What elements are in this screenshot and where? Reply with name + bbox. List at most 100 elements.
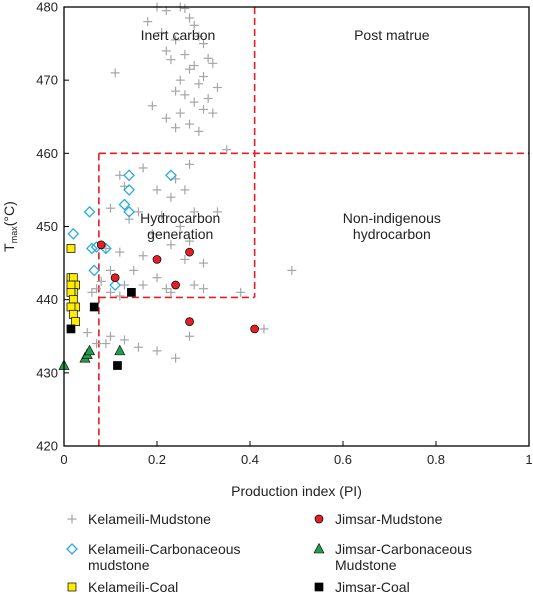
point-kelameili-mudstone — [82, 328, 92, 338]
point-kelameili-carbonaceous-mudstone — [88, 264, 101, 277]
y-axis-label-sub: max — [9, 226, 19, 244]
x-tick-label: 0 — [60, 452, 67, 467]
point-kelameili-mudstone — [115, 291, 125, 301]
y-axis-label-main: T — [1, 243, 17, 252]
axis-ticks: 0 0.2 0.4 0.6 0.8 1 420 430 440 450 460 470 480 — [36, 0, 532, 467]
point-kelameili-mudstone — [101, 339, 111, 349]
point-kelameili-mudstone — [171, 35, 181, 45]
point-kelameili-mudstone — [212, 207, 222, 217]
point-kelameili-mudstone — [106, 287, 115, 297]
x-tick-label: 0.4 — [241, 452, 259, 467]
point-kelameili-mudstone — [92, 339, 102, 349]
point-kelameili-carbonaceous-mudstone — [123, 169, 136, 182]
legend-marker — [67, 514, 77, 524]
point-kelameili-mudstone — [133, 207, 143, 217]
point-jimsar-mudstone — [185, 317, 194, 326]
point-kelameili-mudstone — [208, 108, 218, 118]
point-kelameili-mudstone — [185, 13, 195, 23]
point-kelameili-coal — [71, 317, 80, 326]
legend-item: Jimsar-Coal — [314, 579, 410, 595]
point-kelameili-mudstone — [147, 229, 157, 239]
point-kelameili-mudstone — [180, 50, 190, 60]
point-jimsar-mudstone — [250, 324, 259, 334]
point-jimsar-mudstone — [185, 247, 194, 257]
x-tick-label: 0.2 — [148, 452, 166, 467]
x-tick-label: 0.8 — [427, 452, 445, 467]
point-kelameili-mudstone — [133, 342, 143, 352]
point-kelameili-carbonaceous-mudstone — [83, 205, 96, 218]
y-tick-label: 450 — [36, 219, 58, 234]
legend-item: Jimsar-Carbonaceous Mudstone — [313, 541, 472, 573]
point-kelameili-mudstone — [166, 240, 176, 250]
y-axis-label-unit: (°C) — [1, 201, 17, 226]
y-tick-label: 420 — [36, 439, 58, 454]
point-kelameili-mudstone — [189, 207, 199, 217]
point-kelameili-mudstone — [171, 123, 181, 133]
point-kelameili-mudstone — [212, 82, 222, 92]
point-kelameili-mudstone — [259, 324, 269, 334]
point-kelameili-mudstone — [106, 203, 115, 213]
legend-marker — [314, 514, 324, 524]
legend-label: Kelameili-Carbonaceous mudstone — [88, 541, 241, 573]
point-kelameili-mudstone — [119, 335, 129, 345]
point-kelameili-mudstone — [199, 284, 208, 294]
point-kelameili-coal — [66, 302, 76, 312]
legend-marker — [314, 582, 324, 592]
point-kelameili-mudstone — [87, 287, 97, 297]
point-kelameili-mudstone — [236, 287, 246, 297]
x-axis-label: Production index (PI) — [231, 483, 362, 499]
point-kelameili-mudstone — [189, 280, 199, 290]
point-kelameili-mudstone — [222, 145, 232, 155]
point-kelameili-mudstone — [180, 185, 190, 195]
point-kelameili-mudstone — [208, 58, 218, 68]
legend-item: Kelameili-Coal — [67, 579, 178, 595]
point-jimsar-coal — [127, 288, 136, 297]
point-jimsar-carbonaceous-mudstone — [84, 344, 96, 356]
point-kelameili-mudstone — [180, 90, 190, 100]
point-kelameili-mudstone — [152, 185, 162, 195]
point-kelameili-mudstone — [166, 287, 176, 297]
point-kelameili-coal — [66, 280, 76, 290]
point-kelameili-carbonaceous-mudstone — [123, 205, 136, 218]
x-tick-label: 1 — [525, 452, 532, 467]
region-label-inert: Inert carbon — [141, 27, 216, 43]
legend-item: Kelameili-Carbonaceous mudstone — [66, 541, 241, 573]
point-kelameili-carbonaceous-mudstone — [109, 279, 122, 291]
point-kelameili-mudstone — [185, 331, 195, 341]
data-points — [58, 2, 297, 370]
legend-item: Jimsar-Mudstone — [314, 511, 443, 527]
point-kelameili-coal — [68, 273, 78, 283]
point-kelameili-mudstone — [161, 46, 171, 56]
point-kelameili-mudstone — [175, 222, 185, 231]
y-tick-label: 430 — [36, 365, 58, 380]
point-kelameili-mudstone — [157, 211, 167, 221]
y-tick-label: 470 — [36, 73, 58, 88]
region-labels: Inert carbon Post matrue Hydrocarbon genera… — [140, 27, 441, 242]
point-kelameili-mudstone — [199, 104, 208, 114]
region-boundaries — [98, 7, 529, 446]
point-kelameili-mudstone — [171, 86, 181, 96]
point-kelameili-mudstone — [203, 53, 213, 63]
y-tick-label: 440 — [36, 292, 58, 307]
region-label-hydrocarbon: Hydrocarbon generation — [140, 210, 220, 242]
point-jimsar-coal — [66, 324, 76, 334]
point-kelameili-mudstone — [180, 254, 190, 264]
point-jimsar-carbonaceous-mudstone — [114, 344, 126, 356]
point-kelameili-mudstone — [175, 108, 185, 118]
point-kelameili-coal — [66, 288, 76, 297]
point-kelameili-mudstone — [185, 159, 195, 169]
point-kelameili-mudstone — [115, 170, 125, 180]
point-kelameili-mudstone — [115, 247, 125, 257]
point-kelameili-mudstone — [171, 353, 181, 363]
point-kelameili-mudstone — [185, 236, 195, 246]
point-kelameili-mudstone — [194, 126, 204, 136]
legend-label: Kelameili-Mudstone — [88, 511, 211, 527]
legend-item: Kelameili-Mudstone — [67, 511, 211, 527]
point-kelameili-carbonaceous-mudstone — [67, 227, 80, 240]
point-kelameili-mudstone — [185, 119, 195, 129]
legend-label: Jimsar-Carbonaceous Mudstone — [335, 541, 472, 573]
point-kelameili-mudstone — [138, 251, 148, 261]
point-kelameili-mudstone — [189, 97, 199, 107]
point-jimsar-mudstone — [171, 280, 180, 290]
